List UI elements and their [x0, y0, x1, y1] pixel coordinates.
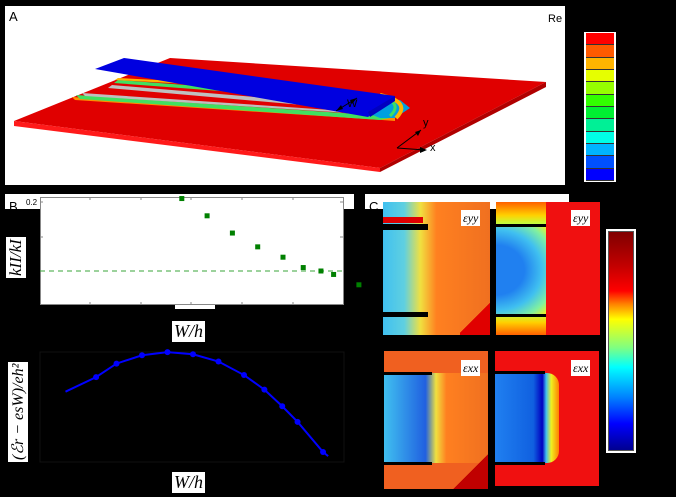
data-point: [179, 196, 185, 202]
w-dimension-label: W: [347, 98, 358, 110]
exx-exp-label: εxx: [461, 360, 481, 376]
legend-swatch: [586, 69, 614, 83]
panel-a-colorbar: [584, 32, 616, 182]
legend-swatch: [586, 82, 614, 95]
exx-sim-label: εxx: [571, 360, 591, 376]
panel-c-letter: C: [369, 199, 379, 214]
data-point: [300, 265, 306, 271]
legend-swatch: [586, 168, 614, 181]
legend-swatch: [586, 143, 614, 157]
data-point: [320, 449, 327, 455]
legend-swatch: [586, 45, 614, 58]
data-point: [113, 360, 120, 367]
exx-experimental-map: [384, 351, 488, 489]
data-point: [164, 349, 171, 356]
eyy-experimental-map: [383, 202, 490, 335]
energy-ylabel: (ℰr − esW)/eh²: [8, 361, 28, 462]
data-point: [318, 268, 324, 274]
w-dimension-arrow-icon: [335, 97, 358, 112]
legend-swatch: [586, 156, 614, 169]
energy-xlabel: W/h: [172, 472, 205, 493]
panel-a-letter: A: [9, 9, 18, 24]
kii-xlabel: W/h: [172, 321, 205, 342]
data-point: [93, 374, 100, 381]
legend-swatch: [586, 57, 614, 70]
data-point: [241, 372, 247, 379]
ytick-0-2: 0.2: [26, 198, 38, 207]
axis-x-label: x: [430, 142, 436, 154]
legend-swatch: [586, 119, 614, 132]
data-point: [280, 254, 286, 260]
eyy-sim-label: εyy: [571, 210, 591, 226]
legend-swatch: [586, 106, 614, 120]
data-point: [204, 213, 210, 219]
data-point: [356, 282, 362, 288]
legend-swatch: [586, 94, 614, 107]
data-point: [190, 351, 196, 358]
axis-y-label: y: [423, 117, 429, 129]
panel-b-letter: B: [9, 199, 18, 214]
legend-swatch: [586, 33, 614, 46]
panel-c-colorbar: [606, 229, 636, 453]
xlabel-mask: [175, 305, 215, 309]
data-point: [331, 271, 337, 277]
data-point: [215, 358, 222, 365]
data-point: [139, 352, 145, 359]
data-point: [279, 403, 286, 410]
data-point: [294, 418, 301, 425]
eyy-exp-label: εyy: [461, 210, 481, 226]
data-point: [261, 386, 268, 393]
kii-plot-area: [40, 197, 344, 305]
legend-swatch: [586, 131, 614, 144]
data-point: [255, 244, 261, 250]
data-point: [229, 230, 235, 236]
legend-partial-label: Re: [548, 13, 563, 25]
axes-triad-icon: [396, 129, 427, 153]
